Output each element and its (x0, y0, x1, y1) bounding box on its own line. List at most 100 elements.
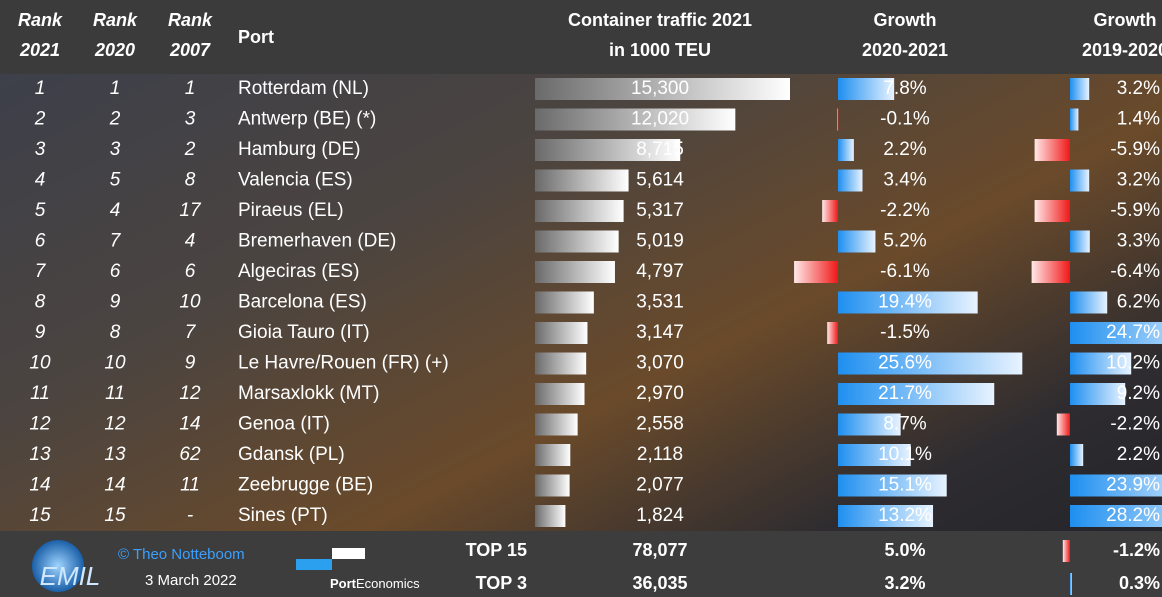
column-header: Growth (874, 10, 937, 30)
growth-bar (1070, 170, 1089, 192)
growth-value: 13.2% (878, 505, 932, 526)
rank: 10 (179, 292, 201, 313)
port-name: Gdansk (PL) (238, 444, 345, 465)
rank: 9 (35, 322, 46, 343)
growth-value: -0.1% (880, 109, 930, 130)
rank: 3 (35, 139, 46, 160)
growth-bar (1070, 78, 1089, 100)
port-name: Barcelona (ES) (238, 292, 367, 313)
column-header: Rank (18, 10, 63, 30)
summary-growth: 0.3% (1119, 573, 1160, 593)
traffic-bar (535, 414, 578, 436)
growth-value: -6.1% (880, 261, 930, 282)
port-name: Sines (PT) (238, 505, 328, 526)
growth-bar (822, 200, 838, 222)
column-header: 2007 (169, 40, 211, 60)
rank: 13 (29, 444, 51, 465)
summary-traffic: 36,035 (632, 573, 687, 593)
summary-label: TOP 15 (466, 540, 527, 560)
traffic-bar (535, 505, 565, 527)
growth-bar (1070, 109, 1078, 131)
rank: - (187, 505, 193, 526)
summary-growth: 5.0% (884, 540, 925, 560)
rank: 8 (110, 322, 121, 343)
traffic-value: 2,558 (636, 414, 684, 435)
author: © Theo Notteboom (118, 546, 245, 563)
growth-bar (838, 170, 862, 192)
growth-bar (1063, 540, 1070, 562)
port-name: Marsaxlokk (MT) (238, 383, 379, 404)
traffic-value: 1,824 (636, 505, 684, 526)
growth-value: -1.5% (880, 322, 930, 343)
growth-value: -6.4% (1110, 261, 1160, 282)
table-image: EMIL © Theo Notteboom 3 March 2022 PortE… (0, 0, 1162, 597)
growth-bar (1035, 200, 1070, 222)
growth-value: 7.8% (883, 78, 926, 99)
growth-value: 2.2% (883, 139, 926, 160)
traffic-value: 2,077 (636, 475, 684, 496)
growth-value: 19.4% (878, 292, 932, 313)
date: 3 March 2022 (145, 572, 237, 589)
port-name: Bremerhaven (DE) (238, 231, 396, 252)
rank: 6 (35, 231, 46, 252)
port-name: Genoa (IT) (238, 414, 330, 435)
rank: 5 (110, 170, 121, 191)
growth-value: 21.7% (878, 383, 932, 404)
port-name: Rotterdam (NL) (238, 78, 369, 99)
rank: 13 (104, 444, 126, 465)
growth-value: 3.2% (1117, 78, 1160, 99)
column-header: Container traffic 2021 (568, 10, 752, 30)
traffic-value: 8,715 (636, 139, 684, 160)
growth-bar (1070, 444, 1083, 466)
rank: 62 (179, 444, 201, 465)
rank: 15 (29, 505, 51, 526)
rank: 4 (185, 231, 196, 252)
traffic-bar (535, 444, 570, 466)
growth-value: -5.9% (1110, 200, 1160, 221)
growth-bar (1035, 139, 1070, 161)
rank: 9 (110, 292, 121, 313)
rank: 12 (29, 414, 51, 435)
growth-value: 24.7% (1106, 322, 1160, 343)
traffic-value: 2,970 (636, 383, 684, 404)
rank: 14 (104, 475, 125, 496)
rank: 6 (110, 261, 121, 282)
rank: 8 (35, 292, 46, 313)
rank: 14 (179, 414, 200, 435)
traffic-bar (535, 231, 619, 253)
growth-bar (794, 261, 838, 283)
traffic-value: 3,070 (636, 353, 684, 374)
traffic-bar (535, 322, 587, 344)
growth-bar (1057, 414, 1070, 436)
growth-value: -2.2% (880, 200, 930, 221)
growth-bar (1070, 292, 1107, 314)
traffic-value: 12,020 (631, 109, 689, 130)
rank: 12 (104, 414, 126, 435)
traffic-value: 5,317 (636, 200, 684, 221)
rank: 11 (180, 475, 200, 496)
traffic-bar (535, 475, 570, 497)
growth-value: 9.2% (1117, 383, 1160, 404)
growth-value: 23.9% (1106, 475, 1160, 496)
rank: 1 (35, 78, 46, 99)
rank: 4 (110, 200, 121, 221)
summary-traffic: 78,077 (632, 540, 687, 560)
traffic-value: 5,614 (636, 170, 684, 191)
growth-value: 5.2% (883, 231, 926, 252)
rank: 11 (30, 383, 50, 404)
rank: 2 (34, 109, 46, 130)
growth-value: 10.1% (878, 444, 932, 465)
rank: 17 (179, 200, 202, 221)
page: EMIL © Theo Notteboom 3 March 2022 PortE… (0, 0, 1162, 597)
growth-value: -5.9% (1110, 139, 1160, 160)
column-header: 2020 (94, 40, 135, 60)
rank: 10 (104, 353, 126, 374)
port-name: Algeciras (ES) (238, 261, 359, 282)
rank: 12 (179, 383, 201, 404)
traffic-bar (535, 200, 624, 222)
rank: 7 (110, 231, 122, 252)
rank: 1 (110, 78, 121, 99)
growth-value: 3.2% (1117, 170, 1160, 191)
rank: 3 (110, 139, 121, 160)
growth-value: 15.1% (878, 475, 932, 496)
